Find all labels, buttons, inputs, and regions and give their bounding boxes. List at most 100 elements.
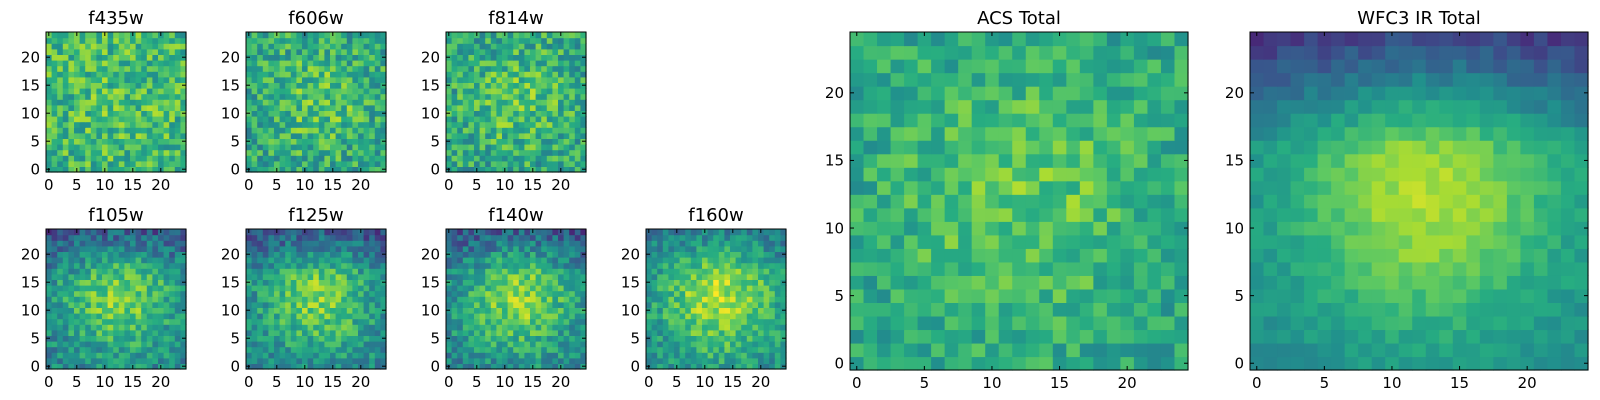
heatmap-cell bbox=[931, 302, 946, 317]
heatmap-cell bbox=[462, 245, 469, 252]
heatmap-cell bbox=[546, 234, 553, 241]
heatmap-cell bbox=[118, 88, 125, 95]
heatmap-cell bbox=[462, 37, 469, 44]
heatmap-cell bbox=[74, 99, 81, 106]
heatmap-cell bbox=[324, 65, 331, 72]
heatmap-cell bbox=[335, 229, 342, 236]
heatmap-cell bbox=[102, 262, 109, 269]
heatmap-cell bbox=[135, 357, 142, 364]
heatmap-cell bbox=[746, 318, 753, 325]
heatmap-cell bbox=[268, 296, 275, 303]
heatmap-cell bbox=[546, 144, 553, 151]
heatmap-cell bbox=[268, 138, 275, 145]
heatmap-cell bbox=[507, 251, 514, 258]
heatmap-cell bbox=[718, 313, 725, 320]
heatmap-cell bbox=[324, 121, 331, 128]
heatmap-cell bbox=[268, 290, 275, 297]
heatmap-cell bbox=[563, 307, 570, 314]
heatmap-cell bbox=[262, 99, 269, 106]
heatmap-cell bbox=[279, 71, 286, 78]
heatmap-cell bbox=[674, 245, 681, 252]
heatmap-cell bbox=[346, 43, 353, 50]
heatmap-cell bbox=[552, 43, 559, 50]
heatmap-cell bbox=[358, 257, 365, 264]
heatmap-cell bbox=[1093, 234, 1108, 249]
heatmap-cell bbox=[74, 257, 81, 264]
heatmap-cell bbox=[369, 279, 376, 286]
heatmap-cell bbox=[1174, 194, 1189, 209]
heatmap-cell bbox=[102, 285, 109, 292]
heatmap-cell bbox=[769, 268, 776, 275]
heatmap-cell bbox=[85, 257, 92, 264]
heatmap-cell bbox=[446, 268, 453, 275]
heatmap-cell bbox=[130, 127, 137, 134]
heatmap-cell bbox=[285, 43, 292, 50]
heatmap-cell bbox=[718, 279, 725, 286]
heatmap-cell bbox=[152, 262, 159, 269]
heatmap-cell bbox=[462, 144, 469, 151]
heatmap-cell bbox=[57, 307, 64, 314]
heatmap-cell bbox=[769, 318, 776, 325]
heatmap-cell bbox=[457, 240, 464, 247]
heatmap-cell bbox=[318, 279, 325, 286]
heatmap-cell bbox=[313, 245, 320, 252]
heatmap-cell bbox=[552, 166, 559, 173]
heatmap-cell bbox=[541, 88, 548, 95]
heatmap-cell bbox=[262, 71, 269, 78]
heatmap-cell bbox=[279, 341, 286, 348]
heatmap-cell bbox=[496, 352, 503, 359]
heatmap-cell bbox=[541, 54, 548, 61]
heatmap-cell bbox=[158, 341, 165, 348]
heatmap-cell bbox=[730, 285, 737, 292]
heatmap-cell bbox=[662, 324, 669, 331]
heatmap-cell bbox=[507, 273, 514, 280]
heatmap-cell bbox=[513, 116, 520, 123]
heatmap-cell bbox=[530, 240, 537, 247]
heatmap-cell bbox=[262, 155, 269, 162]
heatmap-cell bbox=[85, 245, 92, 252]
heatmap-cell bbox=[1025, 248, 1040, 263]
heatmap-cell bbox=[79, 341, 86, 348]
heatmap-cell bbox=[651, 251, 658, 258]
heatmap-cell bbox=[569, 341, 576, 348]
heatmap-cell bbox=[479, 82, 486, 89]
heatmap-cell bbox=[763, 279, 770, 286]
heatmap-cell bbox=[369, 262, 376, 269]
heatmap-cell bbox=[279, 240, 286, 247]
heatmap-cell bbox=[107, 65, 114, 72]
heatmap-cell bbox=[107, 257, 114, 264]
heatmap-cell bbox=[535, 104, 542, 111]
heatmap-cell bbox=[302, 121, 309, 128]
heatmap-cell bbox=[546, 110, 553, 117]
heatmap-cell bbox=[769, 352, 776, 359]
heatmap-cell bbox=[74, 296, 81, 303]
heatmap-cell bbox=[580, 357, 587, 364]
heatmap-cell bbox=[474, 82, 481, 89]
x-tick-label: 0 bbox=[444, 373, 454, 391]
heatmap-cell bbox=[251, 32, 258, 39]
heatmap-cell bbox=[324, 352, 331, 359]
heatmap-cell bbox=[74, 301, 81, 308]
heatmap-cell bbox=[502, 88, 509, 95]
heatmap-cell bbox=[96, 65, 103, 72]
heatmap-cell bbox=[468, 48, 475, 55]
heatmap-cell bbox=[118, 32, 125, 39]
heatmap-cell bbox=[479, 71, 486, 78]
heatmap-cell bbox=[352, 329, 359, 336]
heatmap-cell bbox=[558, 116, 565, 123]
heatmap-cell bbox=[690, 257, 697, 264]
heatmap-cell bbox=[446, 234, 453, 241]
heatmap-cell bbox=[68, 363, 75, 370]
heatmap-cell bbox=[468, 301, 475, 308]
heatmap-cell bbox=[313, 60, 320, 67]
heatmap-cell bbox=[724, 251, 731, 258]
heatmap-cell bbox=[285, 149, 292, 156]
heatmap-cell bbox=[502, 346, 509, 353]
heatmap-cell bbox=[668, 279, 675, 286]
heatmap-cell bbox=[502, 329, 509, 336]
heatmap-cell bbox=[107, 268, 114, 275]
heatmap-cell bbox=[485, 32, 492, 39]
heatmap-cell bbox=[546, 54, 553, 61]
heatmap-cell bbox=[718, 363, 725, 370]
heatmap-cell bbox=[446, 88, 453, 95]
